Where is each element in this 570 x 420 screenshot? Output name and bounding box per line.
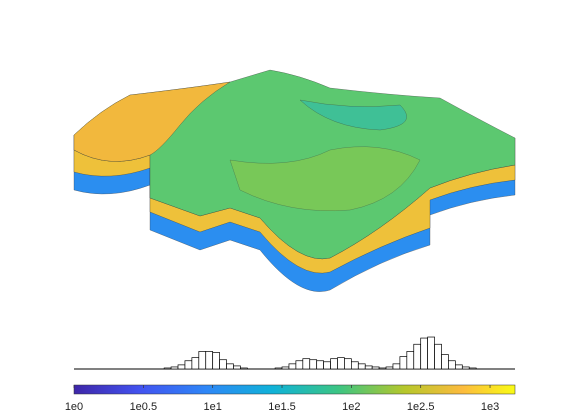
- histogram-bar: [406, 351, 415, 370]
- histogram-bar: [344, 358, 352, 370]
- histogram-bar: [274, 367, 283, 370]
- histogram-bar: [198, 351, 207, 370]
- histogram-bar: [385, 366, 394, 370]
- histogram-bar: [295, 360, 304, 370]
- histogram-bar: [351, 361, 359, 370]
- histogram-bar: [163, 367, 172, 370]
- colorbar-tick-label: 1e1: [203, 401, 221, 413]
- histogram-bar: [170, 366, 179, 370]
- histogram-bar: [420, 337, 428, 370]
- histogram-bar: [371, 366, 380, 370]
- histogram-bar: [281, 366, 290, 370]
- colorbar-tick-label: 1e0.5: [130, 401, 158, 413]
- histogram-bar: [240, 367, 248, 370]
- histogram-bar: [316, 360, 324, 370]
- histogram-bar: [205, 351, 214, 370]
- histogram-bar: [468, 367, 477, 370]
- histogram-bar: [392, 363, 401, 370]
- histogram-bar: [434, 343, 442, 370]
- histogram-bar: [427, 336, 435, 370]
- colorbar-tick-label: 1e2: [342, 401, 360, 413]
- histogram-bar: [364, 365, 373, 370]
- histogram-bar: [448, 360, 456, 370]
- histogram-bar: [413, 343, 422, 370]
- histogram-bar: [226, 363, 234, 370]
- reservoir-grid: [73, 69, 516, 292]
- colorbar-tick-label: 1e1.5: [268, 401, 296, 413]
- histogram-bar: [399, 356, 408, 370]
- colorbar-tick-label: 1e3: [481, 401, 499, 413]
- colorbar-tick-label: 1e2.5: [407, 401, 435, 413]
- histogram-bar: [233, 365, 241, 370]
- histogram-bar: [309, 359, 318, 370]
- histogram-bar: [378, 367, 387, 370]
- histogram-bar: [337, 357, 345, 370]
- histogram-bar: [288, 363, 297, 370]
- histogram-bar: [357, 363, 366, 370]
- histogram-bar: [455, 364, 463, 370]
- histogram-bar: [461, 366, 470, 370]
- histogram-bar: [177, 364, 186, 370]
- colorbar-tick-label: 1e0: [65, 401, 83, 413]
- histogram-bar: [184, 360, 193, 370]
- histogram-bar: [323, 361, 331, 370]
- histogram-bar: [302, 358, 311, 370]
- histogram-bar: [212, 352, 220, 370]
- histogram-bar: [441, 354, 449, 370]
- colorbar: [73, 384, 516, 395]
- histogram-bar: [191, 357, 200, 370]
- histogram-bar: [330, 358, 338, 370]
- histogram-bar: [219, 359, 227, 370]
